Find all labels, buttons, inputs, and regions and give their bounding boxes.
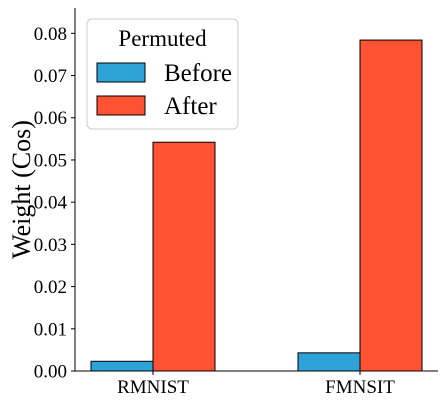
y-tick-label: 0.00 <box>34 362 67 383</box>
bar-after-fmnsit <box>359 39 423 372</box>
y-tick-label: 0.03 <box>34 235 67 256</box>
bar-before-fmnsit <box>297 352 361 372</box>
y-tick-label: 0.08 <box>34 24 67 45</box>
bar-after-rmnist <box>152 141 216 372</box>
legend: Permuted Before After <box>86 18 239 130</box>
legend-label-before: Before <box>164 60 232 87</box>
y-tick-label: 0.01 <box>34 319 67 340</box>
legend-swatch-after <box>96 95 146 116</box>
y-tick-label: 0.06 <box>34 108 67 129</box>
bar-before-rmnist <box>90 360 154 372</box>
x-tick-label: RMNIST <box>117 377 189 398</box>
y-axis-label: Weight (Cos) <box>7 120 36 259</box>
legend-swatch-before <box>96 62 146 83</box>
y-tick-label: 0.07 <box>34 66 67 87</box>
y-tick-label: 0.02 <box>34 277 67 298</box>
bars <box>90 39 423 372</box>
y-tick-label: 0.04 <box>34 193 68 214</box>
x-tick-label: FMNSIT <box>325 377 395 398</box>
legend-label-after: After <box>164 93 217 120</box>
y-tick-label: 0.05 <box>34 150 67 171</box>
legend-items: Before After <box>96 60 232 120</box>
legend-title: Permuted <box>118 26 207 51</box>
x-ticks: RMNIST FMNSIT <box>117 371 395 398</box>
y-ticks: 0.00 0.01 0.02 0.03 0.04 0.05 0.06 0.07 0.08 <box>34 24 75 383</box>
